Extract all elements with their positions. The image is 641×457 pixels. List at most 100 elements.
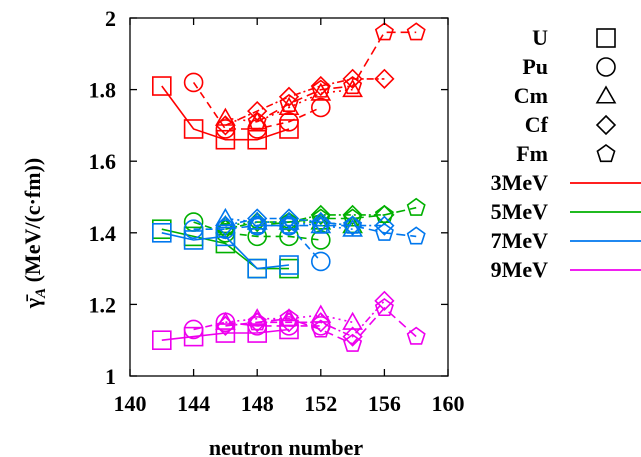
chart-legend: U Pu Cm Cf Fm 3MeV 5MeV 7MeV 9MeV <box>491 25 641 282</box>
legend-label: Cm <box>514 83 548 108</box>
data-point <box>247 100 268 122</box>
data-point <box>247 215 267 234</box>
series-line <box>225 78 385 127</box>
data-point <box>310 312 331 333</box>
data-point <box>311 215 331 234</box>
data-point <box>310 82 332 101</box>
series-7MeV-Fm <box>247 215 426 245</box>
series-7MeV-U <box>152 223 299 279</box>
legend-item-3MeV: 3MeV <box>491 170 641 195</box>
data-point <box>343 215 363 234</box>
data-point <box>311 79 331 98</box>
legend-label: U <box>532 25 548 50</box>
data-point <box>310 75 331 97</box>
data-point <box>374 22 394 41</box>
data-point <box>406 197 426 216</box>
legend-item-9MeV: 9MeV <box>491 257 641 282</box>
legend-item-Cf: Cf <box>525 112 617 137</box>
data-point <box>342 78 363 98</box>
data-point <box>215 129 236 150</box>
series-3MeV-U <box>152 76 299 150</box>
plot-axes: 140 144 148 152 156 160 1 1.2 1.4 1.6 1.8 2 <box>89 6 465 416</box>
series-line <box>225 300 385 338</box>
data-point <box>343 208 363 227</box>
legend-marker <box>595 85 617 104</box>
legend-item-5MeV: 5MeV <box>491 199 641 224</box>
data-point <box>343 76 363 95</box>
legend-label: 9MeV <box>491 257 549 282</box>
y-tick-label: 1.2 <box>89 292 117 317</box>
legend-marker <box>596 28 616 48</box>
legend-label: Cf <box>525 112 549 137</box>
data-point <box>311 319 331 338</box>
legend-marker <box>596 144 616 163</box>
data-point <box>247 111 267 130</box>
data-point <box>310 97 331 118</box>
data-point <box>406 22 426 41</box>
data-point <box>406 326 426 345</box>
data-point <box>183 72 204 93</box>
data-point <box>279 215 299 234</box>
data-point <box>246 211 268 230</box>
data-point <box>247 208 268 229</box>
data-point <box>374 215 395 236</box>
x-tick-label: 148 <box>241 391 274 416</box>
data-point <box>247 129 267 150</box>
series-3MeV-Fm <box>247 22 426 130</box>
legend-label: Fm <box>516 141 548 166</box>
series-line <box>225 217 385 227</box>
data-point <box>152 223 172 243</box>
data-point <box>342 218 363 237</box>
data-point <box>342 311 363 330</box>
data-point <box>279 308 299 327</box>
data-point <box>215 323 236 343</box>
legend-item-Fm: Fm <box>516 141 616 166</box>
data-point <box>310 211 331 233</box>
data-point <box>279 112 299 132</box>
y-axis-title: γ̄A (MeV/(c·fm)) <box>20 158 49 309</box>
series-line <box>161 232 290 270</box>
series-line <box>161 85 290 141</box>
data-point <box>374 290 395 311</box>
series-line <box>257 224 417 238</box>
x-tick-label: 140 <box>114 391 147 416</box>
x-tick-label: 160 <box>432 391 465 416</box>
data-point <box>278 208 300 229</box>
data-point <box>247 258 267 279</box>
data-point <box>406 226 426 245</box>
data-point <box>374 297 394 317</box>
series-9MeV-Fm <box>247 297 426 352</box>
x-tick-label: 156 <box>368 391 401 416</box>
data-point <box>374 68 395 89</box>
plot-frame <box>129 17 449 377</box>
legend-label: Pu <box>522 54 548 79</box>
series-7MeV-Cm <box>215 207 363 237</box>
data-point <box>183 119 204 139</box>
series-7MeV-Cf <box>215 208 395 236</box>
legend-marker <box>596 57 616 77</box>
data-point <box>215 315 236 337</box>
x-tick-label: 152 <box>304 391 337 416</box>
series-line <box>256 31 417 123</box>
data-point <box>247 312 268 333</box>
data-point <box>183 219 204 240</box>
data-point <box>215 119 236 139</box>
data-point <box>342 215 363 236</box>
legend-item-Cm: Cm <box>514 83 617 108</box>
data-point <box>342 326 363 347</box>
legend-label: 7MeV <box>491 228 549 253</box>
x-axis-title: neutron number <box>209 435 363 457</box>
data-point <box>310 204 331 226</box>
data-point <box>374 222 394 241</box>
legend-label: 3MeV <box>491 170 549 195</box>
y-axis-title-units: (MeV/(c·fm)) <box>20 158 45 288</box>
data-point <box>278 211 300 230</box>
legend-item-Pu: Pu <box>522 54 616 79</box>
y-tick-label: 1.8 <box>89 78 117 103</box>
data-point <box>183 326 204 347</box>
data-point <box>278 86 300 107</box>
legend-item-7MeV: 7MeV <box>491 228 641 253</box>
data-point <box>279 119 299 139</box>
data-point <box>279 93 299 112</box>
